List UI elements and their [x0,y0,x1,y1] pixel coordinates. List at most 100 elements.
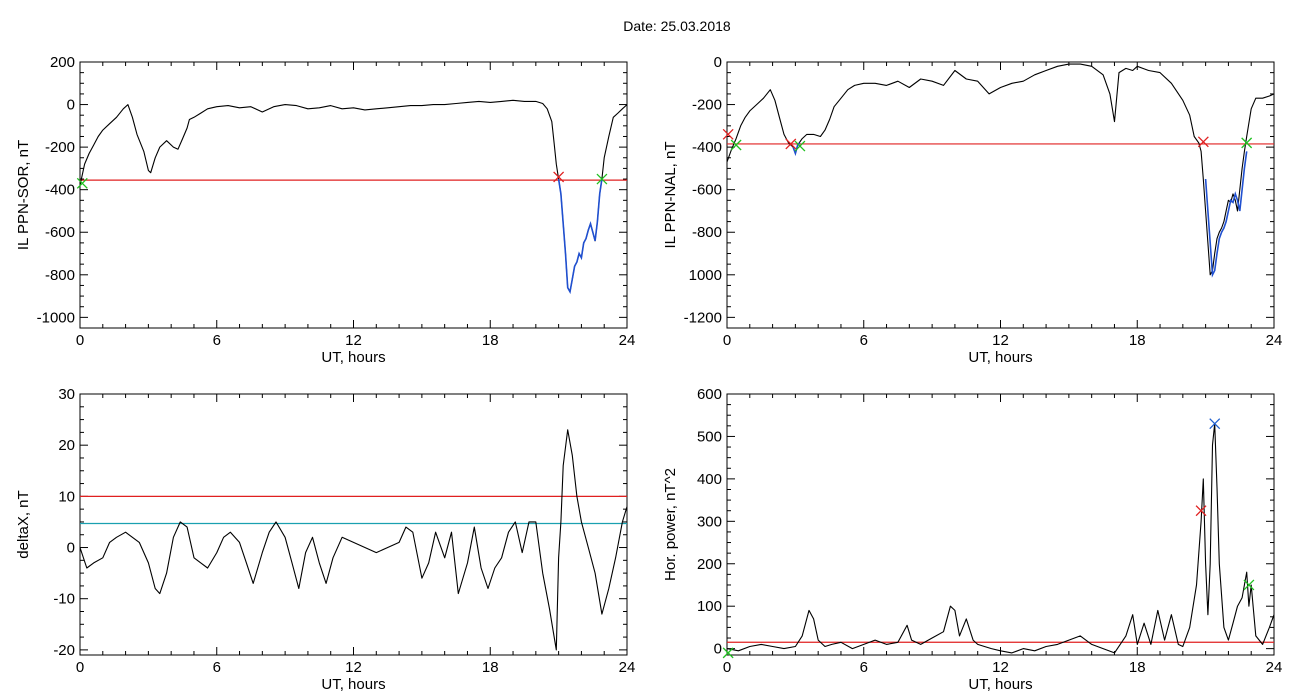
y-tick-label: -800 [692,224,722,241]
y-tick-label: 100 [697,598,722,615]
y-tick-label: 600 [697,386,722,403]
x-axis-label: UT, hours [968,349,1032,366]
marker-stroke [794,140,806,152]
y-axis-label: IL PPN-NAL, nT [662,142,679,249]
x-tick-label: 12 [345,659,362,676]
marker-x [1209,418,1221,430]
series-line [727,63,1274,276]
y-tick-label: 200 [697,556,722,573]
x-tick-label: 6 [860,332,868,349]
marker-stroke [722,128,734,140]
highlight-line [557,178,603,295]
x-tick-label: 12 [345,332,362,349]
y-tick-label: 0 [714,54,722,71]
marker-stroke [1241,137,1253,149]
highlight-line [1204,151,1248,278]
y-tick-label: -800 [45,267,75,284]
y-axis-label: Hor. power, nT^2 [662,468,679,581]
marker-x [794,140,806,152]
y-tick-label: -20 [53,642,75,659]
series-group [80,99,627,295]
x-tick-label: 24 [1266,332,1283,349]
marker-stroke [1243,579,1255,591]
x-tick-label: 24 [619,659,636,676]
x-tick-label: 6 [860,659,868,676]
figure-title: Date: 25.03.2018 [623,18,731,34]
y-tick-label: -400 [692,139,722,156]
x-tick-label: 0 [723,332,731,349]
x-tick-label: 24 [1266,659,1283,676]
marker-stroke [1197,136,1209,148]
series-group [727,423,1274,654]
x-tick-label: 0 [76,659,84,676]
marker-stroke [1195,505,1207,517]
y-tick-label: 30 [58,386,75,403]
x-tick-label: 12 [992,659,1009,676]
y-tick-label: -600 [45,224,75,241]
marker-x [722,647,734,659]
panel-deltax: 0 6 12 18 24 30 20 10 0 -10 -20 UT, hours deltaX, nT [15,386,635,693]
y-tick-label: -400 [45,182,75,199]
y-tick-label: 1000 [689,267,722,284]
y-tick-label: 400 [697,471,722,488]
panel-power: 0 6 12 18 24 600 500 400 300 200 100 0 UT, hours Hor.… [662,386,1282,693]
x-tick-label: 6 [213,659,221,676]
y-axis-label: IL PPN-SOR, nT [15,140,32,250]
marker-x [1243,579,1255,591]
marker-x [730,139,742,151]
y-tick-label: -10 [53,591,75,608]
plot-frame [726,61,1275,329]
series-line [80,99,627,293]
panel-nal: 0 6 12 18 24 0 -200 -400 -600 -800 1000 -1200 UT, ho… [662,54,1282,366]
marker-x [76,177,88,189]
y-axis-label: deltaX, nT [15,490,32,558]
y-tick-label: -1000 [37,309,75,326]
series-line [727,423,1274,654]
panel-sor: 0 6 12 18 24 200 0 -200 -400 -600 -800 -1000 UT, hou… [15,54,635,366]
y-tick-label: 0 [714,641,722,658]
y-tick-label: 10 [58,488,75,505]
y-tick-label: -1200 [684,309,722,326]
marker-x [1241,137,1253,149]
y-tick-label: -200 [45,139,75,156]
marker-x [1197,136,1209,148]
y-tick-label: 20 [58,437,75,454]
x-tick-label: 18 [1129,659,1146,676]
plot-frame [79,61,628,329]
x-tick-label: 12 [992,332,1009,349]
y-tick-label: 0 [67,540,75,557]
x-axis-label: UT, hours [321,676,385,693]
marker-stroke [722,647,734,659]
series-group [80,429,627,651]
marker-x [1195,505,1207,517]
y-tick-label: 500 [697,428,722,445]
y-tick-label: 0 [67,97,75,114]
x-tick-label: 0 [723,659,731,676]
y-tick-label: 200 [50,54,75,71]
plot-frame [79,393,628,656]
marker-stroke [785,138,797,150]
marker-stroke [76,177,88,189]
x-tick-label: 18 [482,659,499,676]
x-tick-label: 24 [619,332,636,349]
marker-stroke [596,173,608,185]
x-tick-label: 6 [213,332,221,349]
marker-x [722,128,734,140]
marker-stroke [1209,418,1221,430]
x-axis-label: UT, hours [968,676,1032,693]
marker-x [785,138,797,150]
marker-stroke [553,171,565,183]
y-tick-label: 300 [697,513,722,530]
x-tick-label: 0 [76,332,84,349]
x-tick-label: 18 [482,332,499,349]
series-group [727,63,1274,278]
y-tick-label: -600 [692,182,722,199]
x-axis-label: UT, hours [321,349,385,366]
marker-x [553,171,565,183]
series-line [80,429,627,651]
marker-stroke [730,139,742,151]
x-tick-label: 18 [1129,332,1146,349]
y-tick-label: -200 [692,97,722,114]
marker-x [596,173,608,185]
